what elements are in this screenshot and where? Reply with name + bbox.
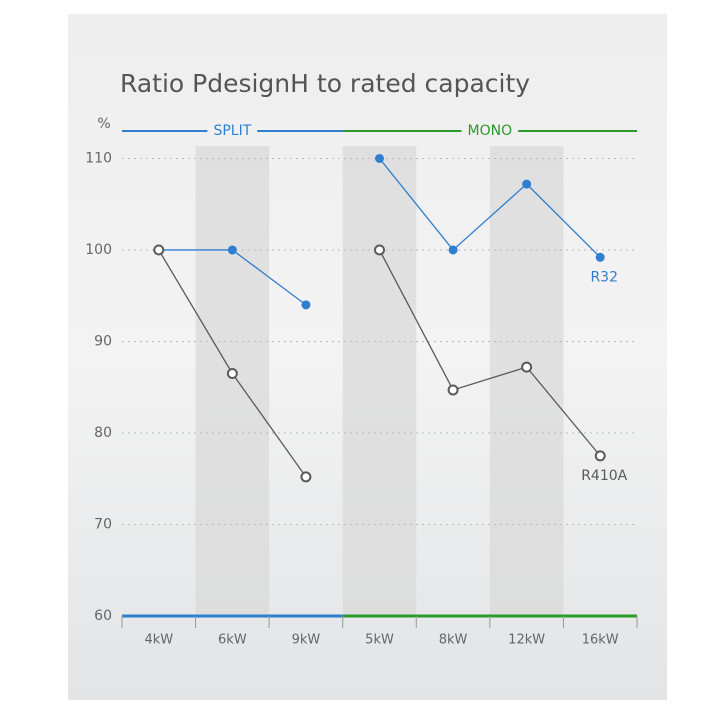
group-label: MONO [468,123,513,139]
x-tick-label: 8kW [439,633,468,648]
data-point [227,245,237,255]
data-point [522,179,532,189]
data-point [521,361,533,373]
column-shade [195,146,270,616]
data-point [595,252,605,262]
y-axis-label: % [97,116,110,132]
data-point [447,384,459,396]
column-shade [489,146,564,616]
data-point [374,244,385,256]
data-point [448,245,458,255]
data-point [594,450,606,462]
series-label: R410A [581,468,627,484]
y-tick-label: 110 [85,150,112,166]
y-tick-label: 70 [94,516,112,532]
series-line [378,249,601,457]
y-tick-label: 100 [85,242,112,258]
data-point [301,300,311,310]
x-tick-label: 16kW [582,633,619,648]
x-tick-label: 12kW [508,633,545,648]
data-point [300,471,312,483]
y-tick-label: 60 [94,608,112,624]
y-tick-label: 80 [94,425,112,441]
data-point [226,368,238,379]
group-label: SPLIT [213,123,251,139]
series-line [378,158,601,258]
chart-title: Ratio PdesignH to rated capacity [120,69,530,98]
data-point [153,244,165,256]
x-tick-label: 9kW [292,633,321,648]
y-tick-label: 90 [94,333,112,349]
x-tick-label: 4kW [144,633,173,648]
series-label: R32 [590,269,618,285]
column-shade [342,146,417,616]
x-tick-label: 5kW [365,633,394,648]
x-tick-label: 6kW [218,633,247,648]
data-point [375,153,384,163]
